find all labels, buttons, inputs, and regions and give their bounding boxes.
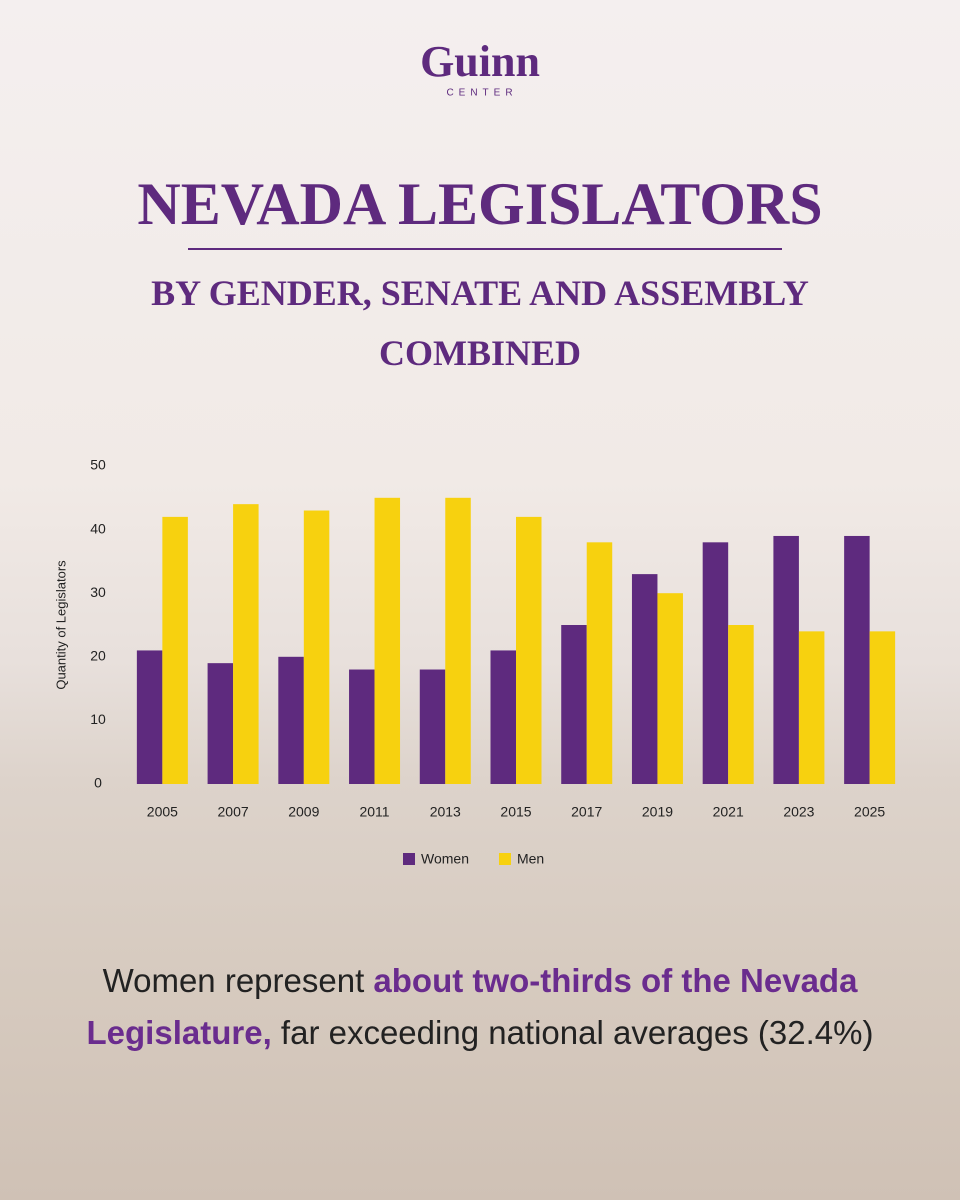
bar [516, 516, 542, 784]
caption-text: far exceeding national averages (32.4%) [280, 1014, 874, 1051]
bar [844, 535, 870, 784]
legend-swatch [498, 853, 511, 865]
caption-text: Women represent [102, 962, 365, 999]
y-tick-label: 30 [90, 584, 106, 600]
y-tick-label: 20 [90, 648, 106, 664]
chart-title: NEVADA LEGISLATORS [137, 171, 822, 237]
bar [702, 542, 729, 784]
y-tick-label: 10 [90, 711, 106, 727]
bar [374, 497, 401, 784]
x-tick-label: 2015 [500, 804, 531, 820]
chart-subtitle: BY GENDER, SENATE AND ASSEMBLY COMBINED [151, 273, 809, 373]
bar [490, 650, 516, 784]
bar [445, 497, 471, 784]
caption-highlight: about two-thirds of the Nevada Legislatu… [86, 962, 858, 1051]
x-tick-label: 2019 [642, 804, 673, 820]
logo: Guinn [420, 37, 540, 86]
y-tick-label: 50 [90, 457, 106, 473]
caption: Women represent about two-thirds of the … [40, 955, 920, 1059]
x-tick-label: 2013 [430, 804, 461, 820]
x-tick-label: 2023 [783, 804, 814, 820]
bar [419, 669, 446, 784]
x-tick-label: 2017 [571, 804, 602, 820]
bar [278, 656, 304, 784]
bar [631, 574, 658, 784]
bar [561, 625, 587, 784]
bar [233, 504, 259, 784]
x-tick-label: 2021 [713, 804, 744, 820]
bar [303, 510, 330, 784]
x-tick-label: 2009 [288, 804, 319, 820]
x-tick-label: 2005 [147, 804, 178, 820]
bar [728, 625, 754, 784]
legend-label: Men [517, 851, 544, 867]
bar [349, 669, 375, 784]
bar [869, 631, 896, 784]
legend-label: Women [421, 851, 469, 867]
logo-sub: CENTER [446, 88, 517, 99]
legend-swatch [403, 853, 415, 865]
x-tick-label: 2011 [359, 804, 389, 820]
bar [798, 631, 825, 784]
y-tick-label: 40 [90, 520, 106, 536]
bar [657, 593, 683, 784]
y-axis-label: Quantity of Legislators [53, 560, 68, 690]
x-tick-label: 2007 [218, 804, 249, 820]
bar [207, 663, 234, 784]
bar [586, 542, 613, 784]
bar [773, 535, 799, 784]
bar [136, 650, 163, 784]
bar [162, 516, 188, 784]
x-tick-label: 2025 [854, 804, 885, 820]
y-tick-label: 0 [94, 775, 102, 791]
